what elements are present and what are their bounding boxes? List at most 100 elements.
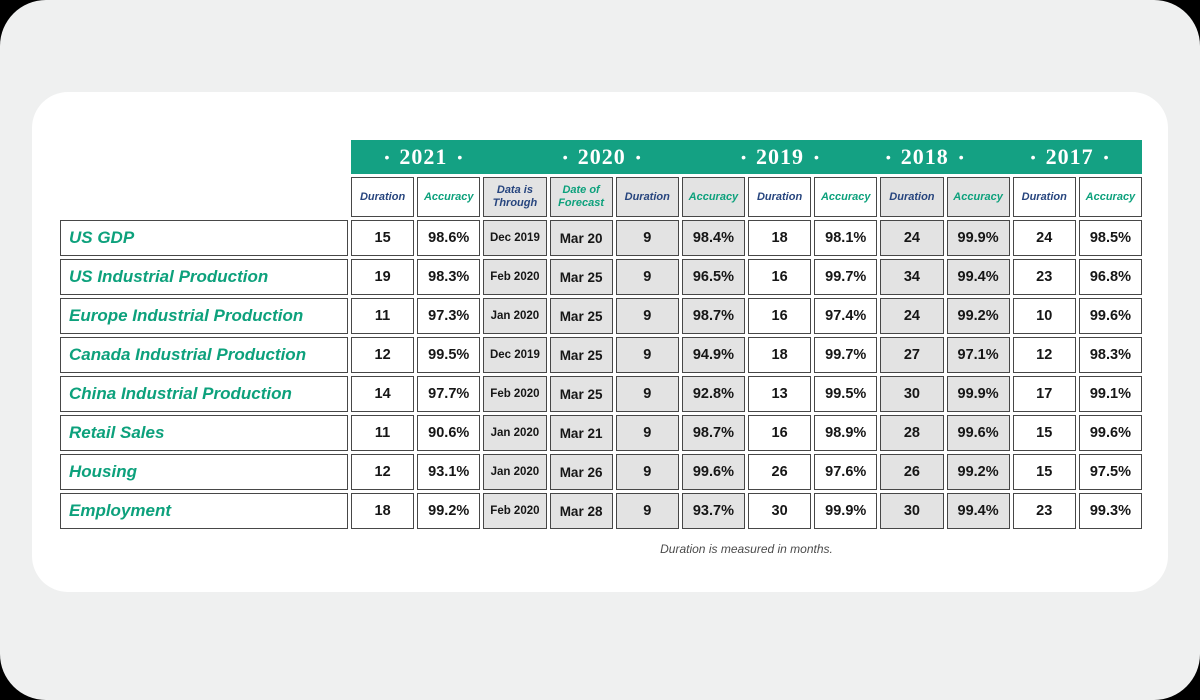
data-value: 10 [1036,308,1053,324]
data-cell: 19 [351,259,415,295]
data-value: Mar 21 [559,425,603,441]
data-value: Feb 2020 [490,505,540,517]
data-cell: Mar 25 [549,298,613,334]
data-value: 15 [1036,425,1053,441]
data-value: 99.9% [825,503,867,519]
data-value: 16 [771,269,788,285]
data-value: 97.1% [957,347,999,363]
data-value: 99.6% [1089,425,1131,441]
data-value: 99.5% [825,386,867,402]
data-cell: 97.6% [814,454,878,490]
data-value: 9 [643,347,652,363]
data-value: Mar 25 [559,269,603,285]
data-cell: 98.1% [814,220,878,256]
data-value: Jan 2020 [490,427,540,439]
bullet-icon: • [1103,149,1109,165]
header-cell-accuracy: Accuracy [814,177,878,217]
header-cell-forecast-date: Date of Forecast [549,177,613,217]
data-cell: Mar 25 [549,259,613,295]
data-cell: 99.6% [1078,298,1142,334]
data-cell: 99.2% [946,298,1010,334]
header-cell-accuracy: Accuracy [946,177,1010,217]
data-value: 16 [771,425,788,441]
data-cell: 28 [880,415,944,451]
data-cell: 99.6% [681,454,745,490]
data-cell: 99.9% [946,376,1010,412]
data-value: 99.9% [957,386,999,402]
data-cell: 96.5% [681,259,745,295]
data-value: 14 [374,386,391,402]
data-cell: 99.3% [1078,493,1142,529]
data-cell: Mar 28 [549,493,613,529]
accuracy-table: • 2021 • • 2020 • • 2019 • • 2018 • • 2017 • Duration Ac… [60,140,1142,556]
bullet-icon: • [885,149,891,165]
data-cell: 90.6% [417,415,481,451]
data-value: 24 [1036,230,1053,246]
data-cell: 16 [748,415,812,451]
data-value: 96.8% [1089,269,1131,285]
data-value: 97.7% [428,386,470,402]
data-cell: 10 [1012,298,1076,334]
data-cell: Mar 25 [549,337,613,373]
data-cell: 27 [880,337,944,373]
data-cell: 99.9% [814,493,878,529]
data-value: 26 [903,464,920,480]
data-cell: 30 [880,493,944,529]
row-label: US Industrial Production [60,259,348,295]
data-value: Jan 2020 [490,466,540,478]
data-cell: 99.2% [946,454,1010,490]
data-cell: 99.5% [417,337,481,373]
data-value: 98.3% [1089,347,1131,363]
row-label: Canada Industrial Production [60,337,348,373]
header-spacer [60,177,348,217]
year-band: • 2021 • • 2020 • • 2019 • • 2018 • • 2017 • [351,140,1142,174]
data-value: 99.1% [1089,386,1131,402]
data-value: 99.6% [692,464,734,480]
row-label: Housing [60,454,348,490]
header-cell-duration: Duration [748,177,812,217]
data-value: 99.6% [1089,308,1131,324]
header-cell-duration: Duration [615,177,679,217]
data-cell: 92.8% [681,376,745,412]
data-cell: 9 [615,220,679,256]
data-cell: 99.1% [1078,376,1142,412]
year-group-2019: • 2019 • [708,146,853,168]
data-cell: 94.9% [681,337,745,373]
data-cell: 98.4% [681,220,745,256]
data-value: 9 [643,386,652,402]
data-cell: 99.9% [946,220,1010,256]
data-cell: 99.7% [814,259,878,295]
data-cell: Mar 25 [549,376,613,412]
data-cell: 16 [748,298,812,334]
year-group-2020: • 2020 • [496,146,708,168]
data-cell: 23 [1012,493,1076,529]
data-cell: 9 [615,454,679,490]
data-value: Mar 25 [559,347,603,363]
data-cell: 98.3% [417,259,481,295]
corner-spacer [60,140,348,174]
data-value: Mar 25 [559,386,603,402]
data-cell: 93.7% [681,493,745,529]
data-value: 98.5% [1089,230,1131,246]
data-value: 98.3% [428,269,470,285]
data-value: 90.6% [428,425,470,441]
year-label: 2018 [900,144,949,169]
data-value: 99.6% [957,425,999,441]
data-value: 99.2% [428,503,470,519]
data-value: 18 [771,230,788,246]
data-cell: 11 [351,415,415,451]
row-label: China Industrial Production [60,376,348,412]
data-cell: Dec 2019 [483,220,547,256]
data-cell: 99.2% [417,493,481,529]
data-cell: 97.7% [417,376,481,412]
data-value: 27 [903,347,920,363]
data-value: 19 [374,269,391,285]
data-value: 98.6% [428,230,470,246]
data-value: 16 [771,308,788,324]
data-value: 97.5% [1089,464,1131,480]
data-value: 99.3% [1089,503,1131,519]
data-cell: 24 [1012,220,1076,256]
data-cell: 34 [880,259,944,295]
data-cell: Feb 2020 [483,376,547,412]
